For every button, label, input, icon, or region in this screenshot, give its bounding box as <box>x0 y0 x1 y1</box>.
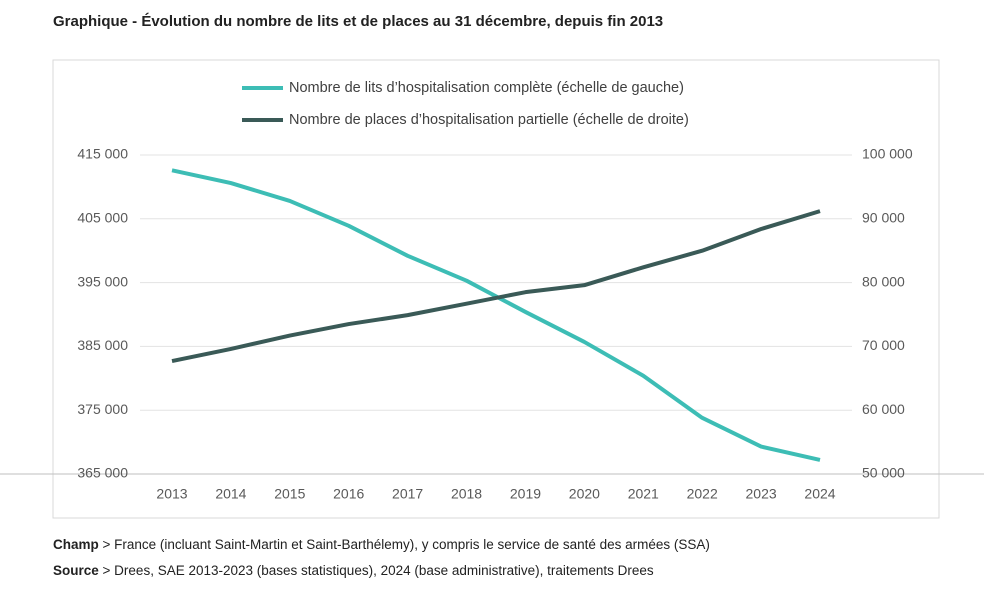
legend-label: Nombre de lits d’hospitalisation complèt… <box>289 80 684 96</box>
y2-tick-label: 80 000 <box>862 273 905 289</box>
note-label: Champ <box>53 537 99 552</box>
series-line <box>171 209 821 364</box>
y2-tick-label: 100 000 <box>862 146 913 162</box>
note-text: > Drees, SAE 2013-2023 (bases statistiqu… <box>103 563 654 578</box>
x-tick-label: 2023 <box>746 486 777 502</box>
x-tick-label: 2020 <box>569 486 600 502</box>
y-tick-label: 405 000 <box>77 210 128 226</box>
y-tick-label: 385 000 <box>77 337 128 353</box>
chart-frame <box>52 59 940 519</box>
y-tick-label: 395 000 <box>77 273 128 289</box>
x-tick-label: 2024 <box>804 486 835 502</box>
y-tick-label: 365 000 <box>77 465 128 481</box>
x-tick-label: 2021 <box>628 486 659 502</box>
series-line <box>171 168 821 462</box>
legend-label: Nombre de places d’hospitalisation parti… <box>289 112 689 128</box>
y2-tick-label: 70 000 <box>862 337 905 353</box>
y2-tick-label: 50 000 <box>862 465 905 481</box>
y-tick-label: 415 000 <box>77 146 128 162</box>
chart-title: Graphique - Évolution du nombre de lits … <box>53 13 663 30</box>
x-tick-label: 2022 <box>687 486 718 502</box>
note: Champ > France (incluant Saint-Martin et… <box>53 537 710 552</box>
y-tick-label: 375 000 <box>77 401 128 417</box>
x-tick-label: 2018 <box>451 486 482 502</box>
x-tick-label: 2014 <box>215 486 246 502</box>
x-tick-label: 2017 <box>392 486 423 502</box>
x-tick-label: 2015 <box>274 486 305 502</box>
note-label: Source <box>53 563 99 578</box>
x-tick-label: 2016 <box>333 486 364 502</box>
note-text: > France (incluant Saint-Martin et Saint… <box>103 537 710 552</box>
y2-tick-label: 90 000 <box>862 210 905 226</box>
x-tick-label: 2019 <box>510 486 541 502</box>
note: Source > Drees, SAE 2013-2023 (bases sta… <box>53 563 654 578</box>
x-tick-label: 2013 <box>156 486 187 502</box>
y2-tick-label: 60 000 <box>862 401 905 417</box>
